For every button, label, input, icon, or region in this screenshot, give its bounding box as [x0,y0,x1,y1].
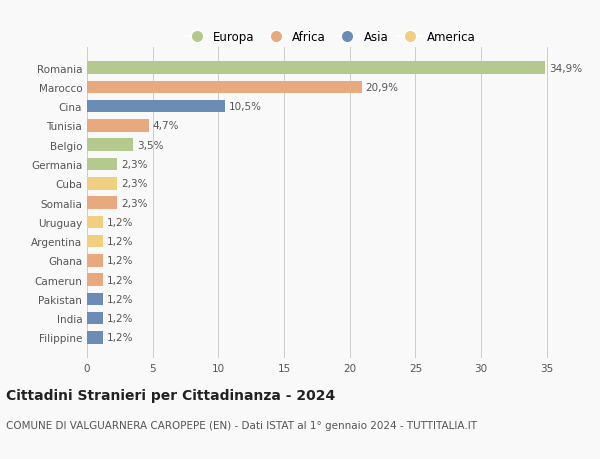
Text: 4,7%: 4,7% [152,121,179,131]
Text: 1,2%: 1,2% [107,236,133,246]
Text: 1,2%: 1,2% [107,218,133,227]
Bar [87,82,362,94]
Bar [87,178,117,190]
Text: 34,9%: 34,9% [550,63,583,73]
Text: 1,2%: 1,2% [107,275,133,285]
Bar [87,139,133,151]
Text: 2,3%: 2,3% [121,179,148,189]
Text: 20,9%: 20,9% [365,83,398,93]
Bar [87,235,103,248]
Bar [87,216,103,229]
Bar [87,197,117,209]
Text: 2,3%: 2,3% [121,198,148,208]
Bar [87,293,103,306]
Text: COMUNE DI VALGUARNERA CAROPEPE (EN) - Dati ISTAT al 1° gennaio 2024 - TUTTITALIA: COMUNE DI VALGUARNERA CAROPEPE (EN) - Da… [6,420,477,430]
Bar [87,274,103,286]
Bar [87,101,225,113]
Text: Cittadini Stranieri per Cittadinanza - 2024: Cittadini Stranieri per Cittadinanza - 2… [6,388,335,402]
Legend: Europa, Africa, Asia, America: Europa, Africa, Asia, America [180,26,480,49]
Text: 10,5%: 10,5% [229,102,262,112]
Text: 1,2%: 1,2% [107,256,133,266]
Bar [87,120,149,133]
Bar [87,158,117,171]
Bar [87,255,103,267]
Text: 1,2%: 1,2% [107,333,133,343]
Text: 2,3%: 2,3% [121,160,148,170]
Bar [87,312,103,325]
Bar [87,62,545,75]
Text: 1,2%: 1,2% [107,294,133,304]
Bar [87,331,103,344]
Text: 3,5%: 3,5% [137,140,163,151]
Text: 1,2%: 1,2% [107,313,133,324]
